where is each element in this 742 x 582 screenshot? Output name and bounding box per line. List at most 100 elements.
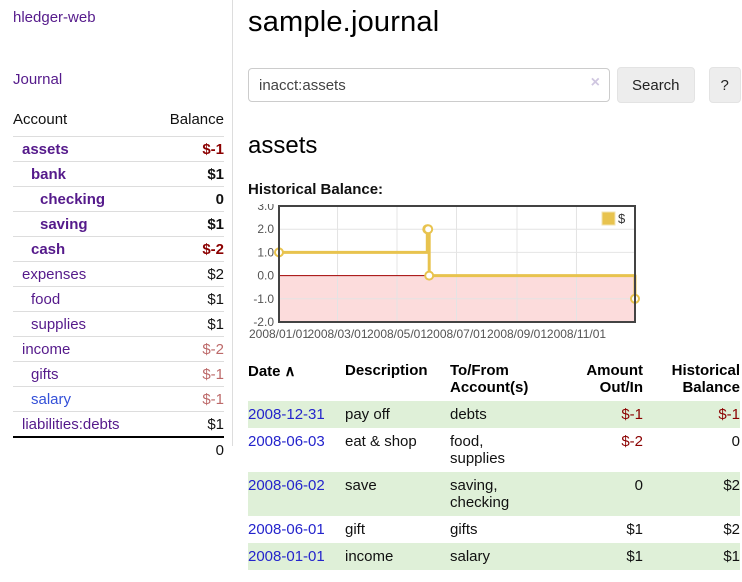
accounts-total-value: 0 (152, 436, 224, 462)
account-link-expenses[interactable]: expenses (22, 266, 87, 283)
account-row-salary: salary $-1 (13, 386, 224, 412)
search-input[interactable] (248, 68, 610, 102)
transaction-balance: $2 (723, 477, 740, 494)
account-link-bank[interactable]: bank (31, 166, 67, 183)
account-row-expenses: expenses $2 (13, 261, 224, 287)
register-header-account: To/From Account(s) (450, 362, 529, 396)
accounts-header-row: Account Balance (13, 109, 224, 137)
svg-text:2008/01/01: 2008/01/01 (249, 327, 309, 341)
transaction-account: saving, checking (450, 477, 510, 511)
account-link-food[interactable]: food (31, 291, 61, 308)
transaction-account: salary (450, 548, 491, 565)
account-row-gifts: gifts $-1 (13, 361, 224, 387)
account-link-assets[interactable]: assets (22, 141, 69, 158)
transaction-description: save (345, 477, 377, 494)
accounts-table: Account Balance assets $-1 bank $1 check… (13, 109, 224, 462)
register-row: 2008-06-01 gift gifts $1 $2 (248, 516, 740, 543)
account-balance-income: $-2 (152, 336, 224, 362)
transaction-date-link[interactable]: 2008-06-02 (248, 477, 325, 494)
transaction-balance: $2 (723, 521, 740, 538)
transaction-date-link[interactable]: 2008-12-31 (248, 406, 325, 423)
svg-text:2008/11/01: 2008/11/01 (547, 327, 606, 341)
account-row-food: food $1 (13, 286, 224, 312)
transaction-balance: 0 (731, 433, 740, 450)
accounts-total-spacer (13, 436, 153, 462)
app-title-link[interactable]: hledger-web (13, 9, 96, 26)
register-row: 2008-06-03 eat & shop food, supplies $-2… (248, 428, 740, 472)
search-box: × (248, 68, 610, 102)
account-link-gifts[interactable]: gifts (31, 366, 59, 383)
account-row-supplies: supplies $1 (13, 311, 224, 337)
journal-link[interactable]: Journal (13, 71, 63, 88)
sort-ascending-icon: ∧ (284, 363, 296, 380)
svg-text:$: $ (618, 211, 626, 226)
account-link-liabilities-debts[interactable]: liabilities:debts (22, 416, 120, 433)
transaction-amount: $-1 (621, 406, 643, 423)
account-link-salary[interactable]: salary (31, 391, 72, 408)
account-balance-saving: $1 (152, 211, 224, 237)
register-header-description: Description (345, 362, 428, 379)
transaction-amount: 0 (634, 477, 643, 494)
search-help-button[interactable]: ? (708, 67, 741, 103)
account-balance-food: $1 (152, 286, 224, 312)
transaction-amount: $1 (626, 548, 643, 565)
account-balance-liabilities-debts: $1 (152, 411, 224, 437)
account-balance-gifts: $-1 (152, 361, 224, 387)
register-header-row: Date ∧ Description To/From Account(s) Amo… (248, 357, 740, 401)
transaction-date-link[interactable]: 2008-01-01 (248, 548, 325, 565)
transaction-account: debts (450, 406, 487, 423)
sidebar: hledger-web Journal Account Balance asse… (0, 0, 233, 462)
transaction-date-link[interactable]: 2008-06-03 (248, 433, 325, 450)
accounts-header-account: Account (13, 111, 68, 128)
historical-balance-chart: 3.0 2.0 1.0 0.0 -1.0 -2.02008/01/012008/03/01… (249, 204, 640, 341)
register-header-date[interactable]: Date ∧ (248, 363, 296, 380)
svg-text:2.0: 2.0 (257, 222, 274, 236)
accounts-total-row: 0 (13, 436, 224, 462)
account-heading: assets (248, 132, 318, 159)
transaction-account: gifts (450, 521, 478, 538)
app-title: hledger-web (13, 9, 224, 26)
svg-text:-2.0: -2.0 (253, 315, 274, 329)
svg-text:2008/03/01: 2008/03/01 (307, 327, 367, 341)
register-table: Date ∧ Description To/From Account(s) Amo… (248, 357, 740, 570)
account-link-checking[interactable]: checking (40, 191, 106, 208)
accounts-header-balance: Balance (169, 111, 224, 128)
journal-nav: Journal (13, 71, 224, 88)
account-link-supplies[interactable]: supplies (31, 316, 87, 333)
account-balance-cash: $-2 (152, 236, 224, 262)
svg-text:1.0: 1.0 (257, 245, 274, 259)
search-button[interactable]: Search (617, 67, 695, 103)
svg-text:-1.0: -1.0 (253, 292, 274, 306)
register-header-amount: Amount Out/In (586, 362, 643, 396)
svg-text:2008/07/01: 2008/07/01 (426, 327, 486, 341)
register-row: 2008-06-02 save saving, checking 0 $2 (248, 472, 740, 516)
account-row-bank: bank $1 (13, 161, 224, 187)
account-link-saving[interactable]: saving (40, 216, 88, 233)
transaction-description: pay off (345, 406, 390, 423)
transaction-date-link[interactable]: 2008-06-01 (248, 521, 325, 538)
account-balance-assets: $-1 (152, 136, 224, 162)
account-balance-salary: $-1 (152, 386, 224, 412)
account-balance-bank: $1 (152, 161, 224, 187)
svg-text:3.0: 3.0 (257, 204, 274, 213)
register-row: 2008-01-01 income salary $1 $1 (248, 543, 740, 570)
svg-text:2008/05/01: 2008/05/01 (367, 327, 427, 341)
account-balance-checking: 0 (152, 186, 224, 212)
register-header-balance: Historical Balance (671, 362, 740, 396)
account-row-cash: cash $-2 (13, 236, 224, 262)
clear-search-icon[interactable]: × (590, 74, 600, 91)
account-balance-expenses: $2 (152, 261, 224, 287)
transaction-account: food, supplies (450, 433, 506, 467)
account-link-cash[interactable]: cash (31, 241, 66, 258)
chart-title: Historical Balance: (248, 181, 384, 198)
account-row-assets: assets $-1 (13, 136, 224, 162)
account-row-checking: checking 0 (13, 186, 224, 212)
register-row: 2008-12-31 pay off debts $-1 $-1 (248, 401, 740, 428)
account-row-income: income $-2 (13, 336, 224, 362)
transaction-description: gift (345, 521, 366, 538)
svg-text:0.0: 0.0 (257, 269, 274, 283)
account-link-income[interactable]: income (22, 341, 71, 358)
transaction-amount: $1 (626, 521, 643, 538)
transaction-description: eat & shop (345, 433, 417, 450)
account-balance-supplies: $1 (152, 311, 224, 337)
